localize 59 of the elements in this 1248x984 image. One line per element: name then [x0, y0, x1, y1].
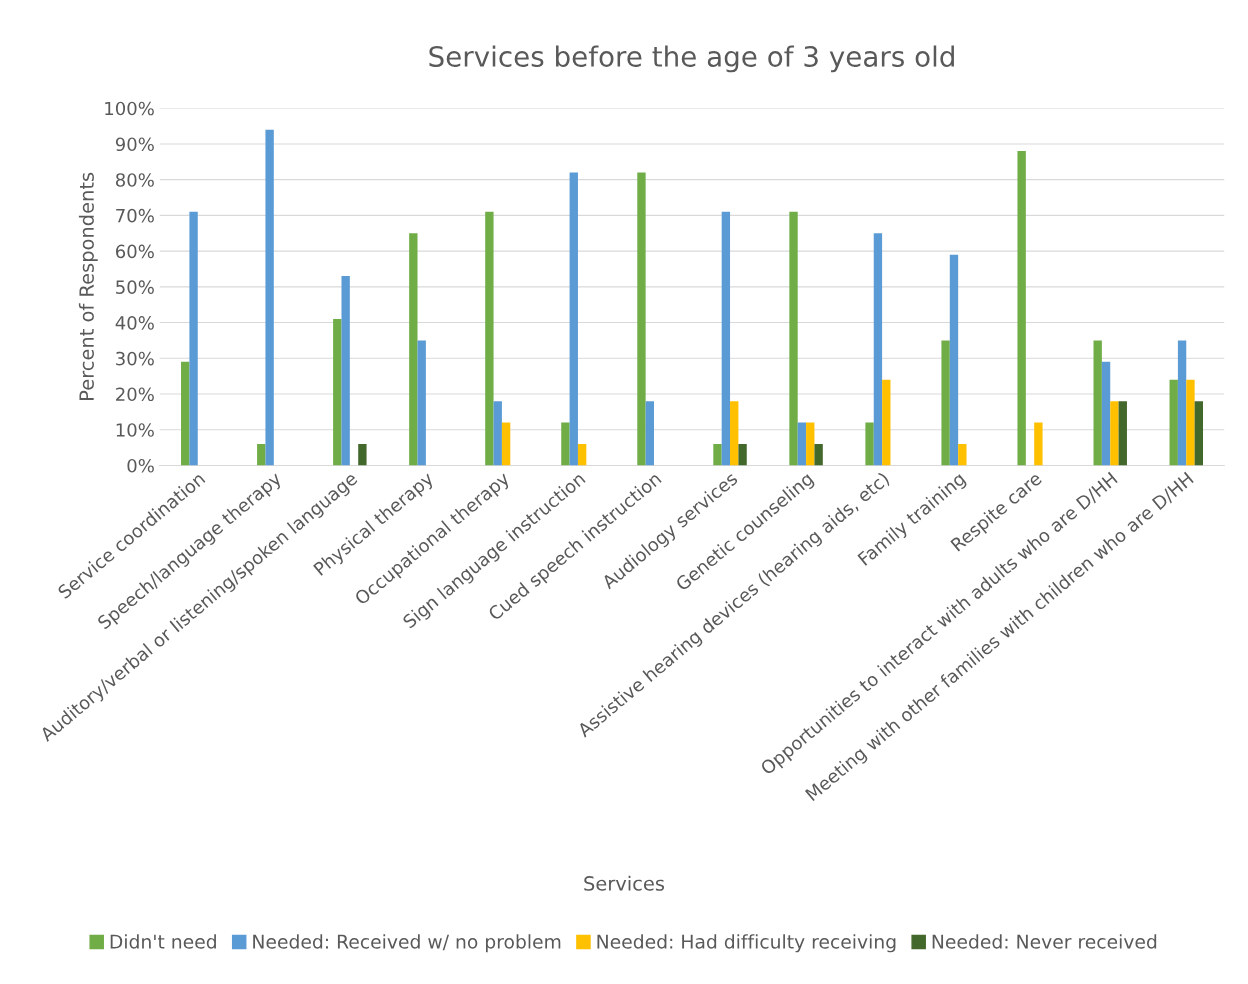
bar [501, 422, 511, 466]
y-tick-label: 70% [116, 208, 154, 223]
bar [485, 211, 494, 466]
bar [1169, 379, 1178, 466]
bar [637, 172, 646, 466]
bar [941, 340, 950, 466]
bar [738, 444, 747, 466]
bar [189, 211, 198, 466]
bar [865, 422, 874, 466]
bar [493, 401, 502, 466]
y-tick-label: 0% [127, 458, 154, 473]
bar [882, 379, 891, 466]
bar [1034, 422, 1043, 466]
bar [645, 401, 654, 466]
bar [713, 444, 722, 466]
bar [789, 211, 798, 466]
bar [1101, 361, 1111, 466]
x-axis-title: Services [584, 875, 665, 891]
y-axis-title: Percent of Respondents [78, 172, 98, 400]
bar [577, 444, 587, 466]
bar [873, 233, 883, 466]
y-tick-label: 50% [116, 280, 154, 294]
legend-label: Needed: Never received [932, 934, 1157, 949]
y-tick-label: 60% [116, 244, 154, 259]
bar [1194, 401, 1203, 466]
bar [265, 129, 274, 466]
bar [814, 444, 823, 466]
bar [358, 444, 367, 466]
y-tick-label: 30% [116, 351, 154, 366]
bar [721, 211, 731, 466]
bar [949, 254, 959, 466]
bar [1093, 340, 1102, 466]
y-tick-label: 80% [115, 173, 154, 187]
bar [1110, 401, 1119, 466]
bar [257, 444, 266, 466]
bar [341, 276, 350, 466]
bar [409, 233, 418, 466]
bar [730, 401, 739, 466]
bar [806, 422, 815, 466]
y-tick-label: 10% [116, 423, 154, 437]
bar [1177, 340, 1187, 466]
legend-label: Needed: Had difficulty receiving [597, 934, 896, 953]
bar [797, 422, 807, 466]
legend-label: Needed: Received w/ no problem [253, 934, 561, 953]
bar [561, 422, 570, 466]
y-tick-label: 20% [116, 387, 154, 402]
bar [333, 318, 342, 466]
bar [1186, 379, 1195, 466]
bar [569, 172, 578, 466]
legend-label: Didn't need [110, 934, 216, 949]
bar [1118, 401, 1127, 466]
y-tick-label: 90% [115, 137, 154, 152]
y-tick-label: 40% [115, 316, 154, 330]
bar [181, 361, 190, 466]
chart-title: Services before the age of 3 years old [429, 45, 954, 73]
y-tick-label: 100% [105, 101, 154, 116]
bar [417, 340, 426, 466]
bar [1017, 151, 1026, 466]
bar [958, 444, 967, 466]
